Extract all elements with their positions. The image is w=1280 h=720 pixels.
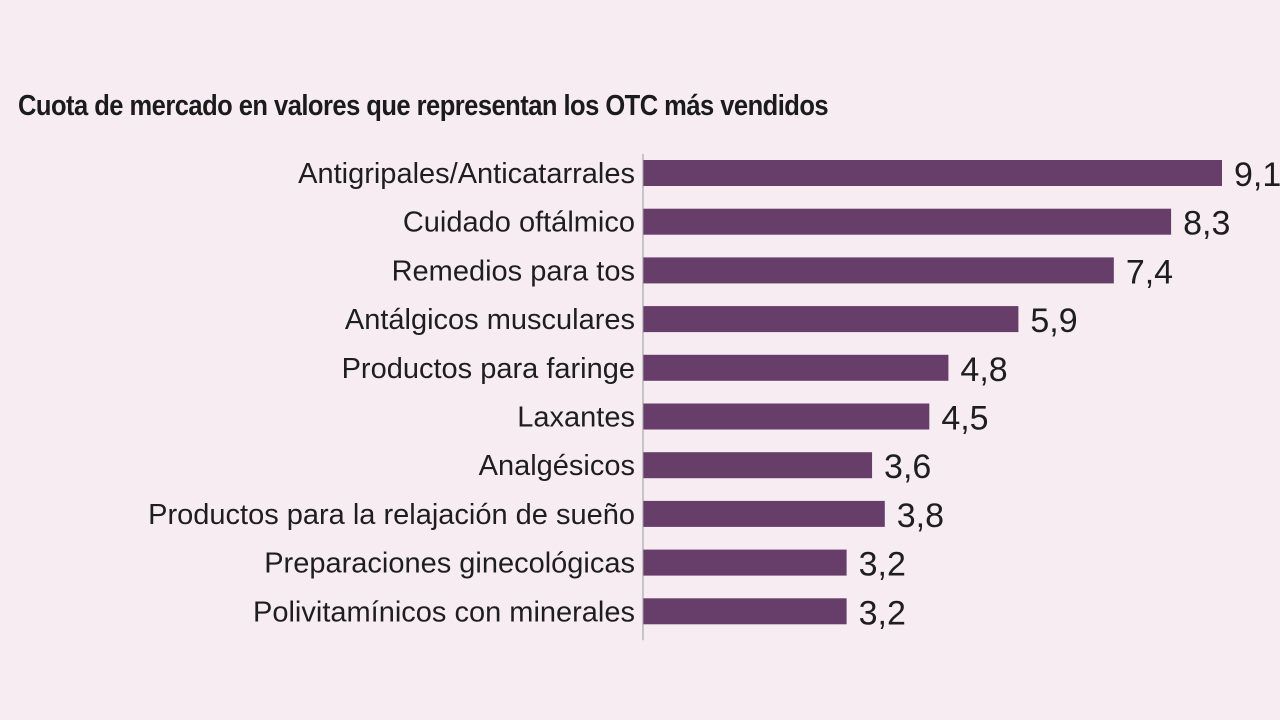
category-label: Polivitamínicos con minerales <box>253 596 635 628</box>
bar <box>643 403 930 430</box>
category-label: Antigripales/Anticatarrales <box>298 158 635 190</box>
bar <box>643 549 847 576</box>
category-label: Cuidado oftálmico <box>403 207 635 239</box>
value-label: 3,2 <box>859 594 906 632</box>
category-label: Preparaciones ginecológicas <box>264 548 635 580</box>
bar <box>643 598 847 625</box>
bar <box>643 500 885 527</box>
category-label: Productos para la relajación de sueño <box>148 499 635 531</box>
category-label: Antálgicos musculares <box>345 304 635 336</box>
value-label: 9,1 <box>1234 156 1280 194</box>
bar <box>643 306 1019 333</box>
category-label: Productos para faringe <box>342 353 635 385</box>
bar <box>643 452 873 479</box>
value-label: 7,4 <box>1126 253 1173 291</box>
value-label: 3,8 <box>897 497 944 535</box>
bar <box>643 354 949 381</box>
bar <box>643 208 1172 235</box>
value-label: 3,6 <box>884 448 931 486</box>
value-label: 4,8 <box>960 351 1007 389</box>
bar <box>643 160 1222 186</box>
bar <box>643 257 1114 284</box>
chart-title: Cuota de mercado en valores que represen… <box>18 90 829 122</box>
category-label: Laxantes <box>517 402 635 434</box>
category-label: Analgésicos <box>479 450 635 482</box>
category-label: Remedios para tos <box>392 255 635 287</box>
value-label: 4,5 <box>941 400 988 438</box>
value-label: 8,3 <box>1183 205 1230 243</box>
value-label: 3,2 <box>859 546 906 584</box>
value-label: 5,9 <box>1030 302 1077 340</box>
